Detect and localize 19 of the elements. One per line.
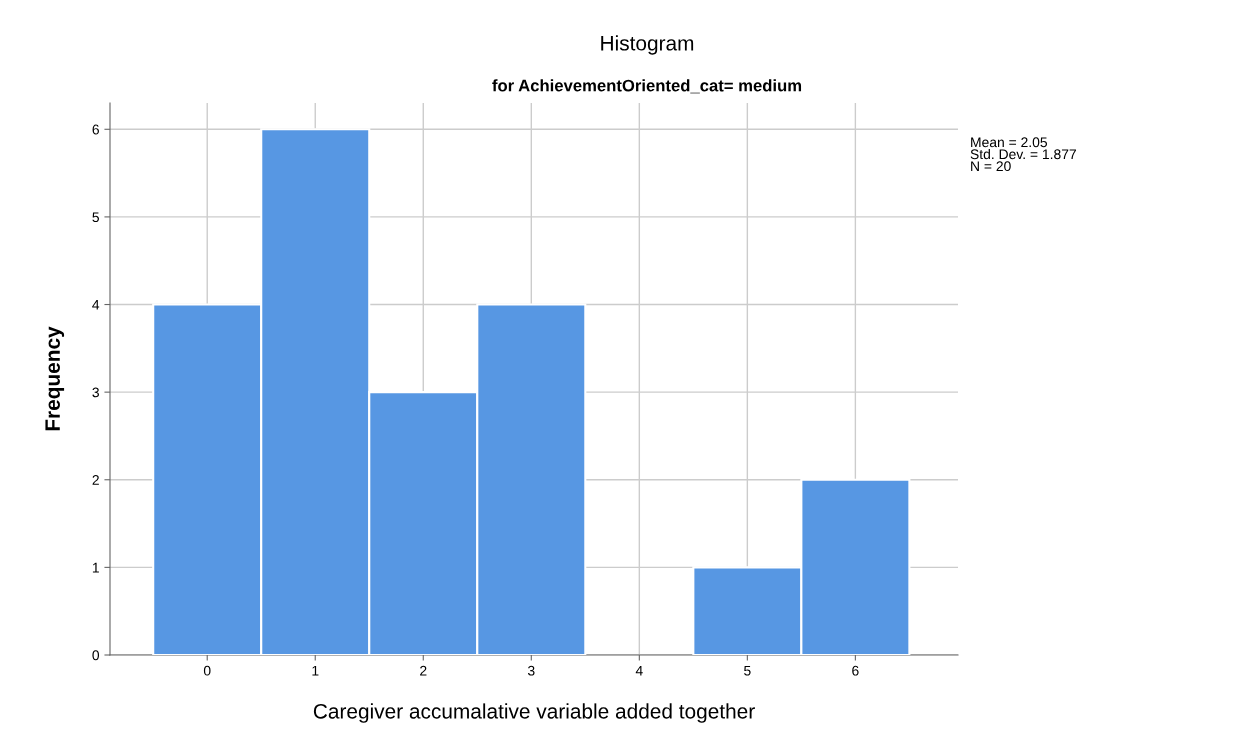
x-tick-label: 4 [635, 665, 643, 676]
y-tick-label: 5 [92, 212, 99, 223]
x-tick-label: 6 [852, 665, 859, 676]
y-tick-label: 0 [92, 650, 100, 661]
y-tick-label: 4 [92, 300, 100, 310]
chart-title: Histogram [601, 35, 694, 55]
x-tick-label: 5 [744, 665, 751, 676]
x-axis-title: Caregiver accumalative variable added together [313, 703, 755, 723]
text: Mean = 2.05 Std. Dev. = 1.877 N = 20 [970, 137, 1076, 172]
x-tick-label: 3 [527, 665, 535, 676]
y-tick-label: 6 [92, 124, 99, 135]
y-tick-label: 3 [92, 387, 99, 398]
y-tick-label: 2 [92, 475, 99, 485]
x-tick-label: 2 [420, 665, 427, 676]
x-tick-label: 0 [203, 665, 211, 676]
x-tick-label: 1 [312, 665, 319, 676]
y-tick-label: 1 [92, 562, 99, 573]
chart-subtitle: for AchievementOriented_cat= medium [492, 79, 802, 94]
y-axis-title: Frequency [45, 326, 65, 431]
